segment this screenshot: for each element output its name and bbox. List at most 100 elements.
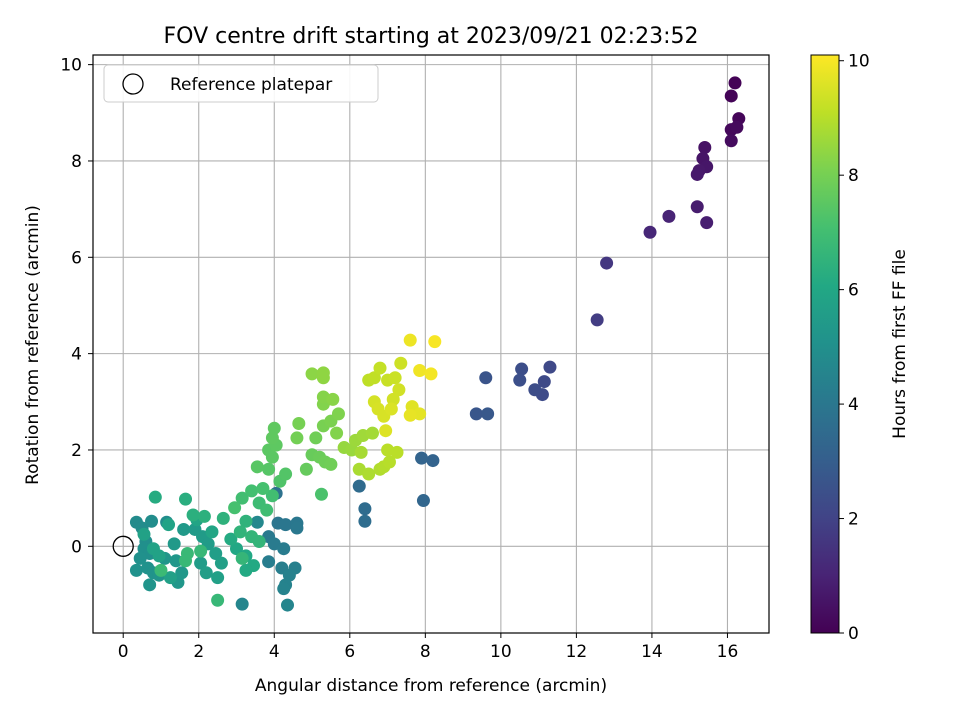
scatter-point bbox=[211, 593, 225, 607]
x-tick-label: 2 bbox=[193, 642, 204, 662]
scatter-point bbox=[479, 371, 493, 385]
scatter-point bbox=[314, 487, 328, 501]
scatter-point bbox=[216, 511, 230, 525]
scatter-point bbox=[235, 551, 249, 565]
scatter-point bbox=[250, 460, 264, 474]
scatter-point bbox=[643, 225, 657, 239]
scatter-point bbox=[426, 454, 440, 468]
scatter-point bbox=[205, 525, 219, 539]
scatter-point bbox=[367, 371, 381, 385]
scatter-point bbox=[326, 392, 340, 406]
scatter-point bbox=[194, 544, 208, 558]
scatter-point bbox=[730, 120, 744, 134]
scatter-point bbox=[277, 542, 291, 556]
colorbar-tick-label: 4 bbox=[848, 395, 859, 415]
scatter-point bbox=[265, 489, 279, 503]
scatter-point bbox=[260, 503, 274, 517]
scatter-point bbox=[224, 532, 238, 546]
colorbar-tick-label: 2 bbox=[848, 510, 859, 530]
scatter-point bbox=[279, 518, 293, 532]
reference-platepar-marker bbox=[112, 535, 134, 557]
scatter-point bbox=[403, 408, 417, 422]
scatter-point bbox=[700, 216, 714, 230]
scatter-point bbox=[428, 335, 442, 349]
scatter-point bbox=[235, 491, 249, 505]
scatter-point bbox=[324, 457, 338, 471]
scatter-point bbox=[143, 578, 157, 592]
scatter-point bbox=[262, 555, 276, 569]
scatter-point bbox=[537, 375, 551, 389]
scatter-point bbox=[235, 597, 249, 611]
scatter-point bbox=[162, 518, 176, 532]
scatter-point bbox=[690, 167, 704, 181]
scatter-point bbox=[365, 426, 379, 440]
scatter-point bbox=[358, 514, 372, 528]
scatter-point bbox=[416, 494, 430, 508]
scatter-point bbox=[239, 563, 253, 577]
y-tick-label: 6 bbox=[71, 248, 82, 268]
scatter-point bbox=[299, 462, 313, 476]
scatter-point bbox=[233, 525, 247, 539]
scatter-point bbox=[211, 571, 225, 585]
scatter-point bbox=[382, 455, 396, 469]
scatter-point bbox=[690, 200, 704, 214]
colorbar-label: Hours from first FF file bbox=[890, 249, 910, 439]
x-tick-label: 10 bbox=[490, 642, 512, 662]
y-tick-label: 8 bbox=[71, 152, 82, 172]
scatter-point bbox=[154, 563, 168, 577]
x-tick-label: 0 bbox=[118, 642, 129, 662]
scatter-point bbox=[152, 549, 166, 563]
scatter-point bbox=[279, 467, 293, 481]
scatter-point bbox=[252, 534, 266, 548]
scatter-point bbox=[228, 501, 242, 515]
scatter-point bbox=[179, 492, 193, 506]
x-tick-label: 8 bbox=[420, 642, 431, 662]
scatter-point bbox=[167, 537, 181, 551]
colorbar-tick-label: 6 bbox=[848, 281, 859, 301]
legend: Reference platepar bbox=[103, 64, 379, 103]
scatter-point bbox=[277, 582, 291, 596]
scatter-point bbox=[724, 134, 738, 148]
scatter-point bbox=[415, 451, 429, 465]
chart-title: FOV centre drift starting at 2023/09/21 … bbox=[164, 24, 699, 49]
scatter-point bbox=[352, 479, 366, 493]
y-tick-label: 4 bbox=[71, 345, 82, 365]
scatter-point bbox=[390, 445, 404, 459]
scatter-point bbox=[129, 563, 143, 577]
scatter-point bbox=[384, 402, 398, 416]
scatter-points bbox=[129, 76, 746, 612]
scatter-point bbox=[379, 424, 393, 438]
legend-marker-open-circle bbox=[122, 73, 144, 95]
scatter-point bbox=[179, 554, 193, 568]
x-tick-label: 4 bbox=[269, 642, 280, 662]
scatter-point bbox=[145, 514, 159, 528]
colorbar-ticks: 0 2 4 6 8 10 bbox=[839, 52, 870, 644]
x-axis-label: Angular distance from reference (arcmin) bbox=[255, 676, 607, 696]
scatter-point bbox=[209, 547, 223, 561]
scatter-point bbox=[316, 366, 330, 380]
scatter-point bbox=[133, 551, 147, 565]
x-tick-label: 16 bbox=[717, 642, 739, 662]
scatter-point bbox=[413, 363, 427, 377]
scatter-point bbox=[199, 566, 213, 580]
scatter-point bbox=[728, 76, 742, 90]
x-tick-label: 12 bbox=[566, 642, 588, 662]
scatter-point bbox=[186, 508, 200, 522]
plot-frame bbox=[92, 54, 770, 634]
x-tick-label: 6 bbox=[344, 642, 355, 662]
scatter-point bbox=[388, 371, 402, 385]
x-axis-ticks: 0 2 4 6 8 10 12 14 16 bbox=[118, 633, 738, 662]
scatter-point bbox=[424, 367, 438, 381]
scatter-point bbox=[214, 556, 228, 570]
scatter-point bbox=[698, 140, 712, 154]
colorbar-tick-label: 8 bbox=[848, 166, 859, 186]
scatter-point bbox=[724, 89, 738, 103]
scatter-point bbox=[230, 542, 244, 556]
scatter-point bbox=[392, 383, 406, 397]
scatter-point bbox=[543, 360, 557, 374]
y-axis-ticks: 0 2 4 6 8 10 bbox=[60, 56, 93, 557]
scatter-point bbox=[481, 407, 495, 421]
grid-lines bbox=[93, 55, 769, 633]
scatter-point bbox=[305, 367, 319, 381]
